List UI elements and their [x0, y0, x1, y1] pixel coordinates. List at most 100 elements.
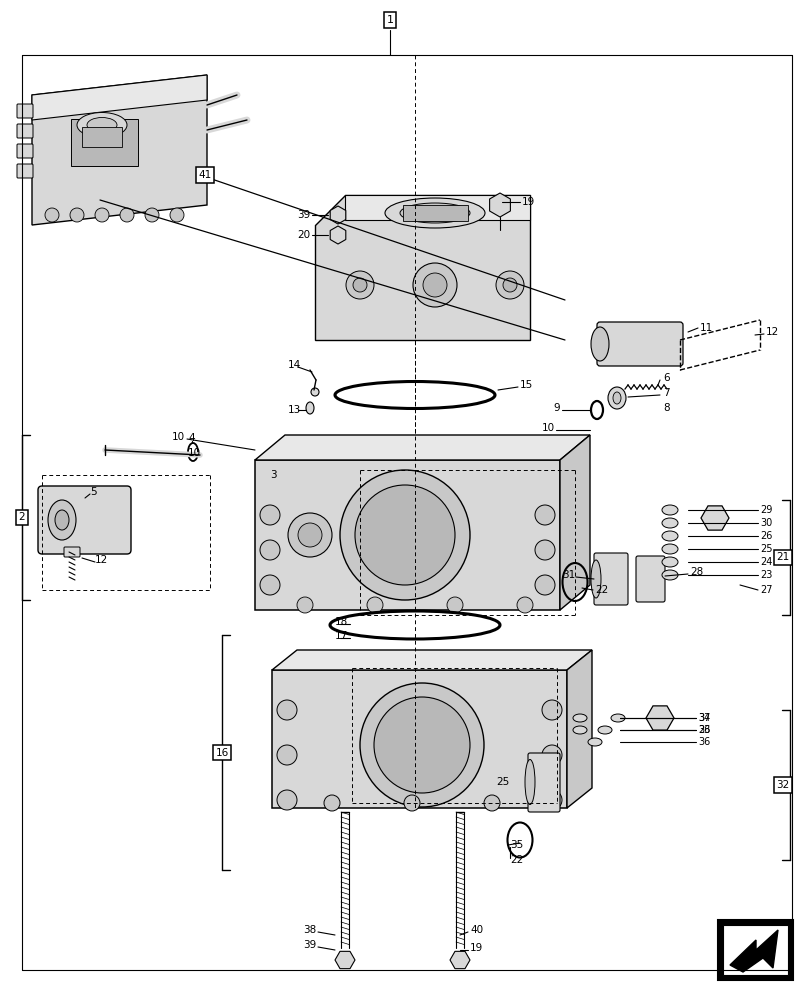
Text: 28: 28 — [689, 567, 702, 577]
Text: 7: 7 — [663, 388, 669, 398]
FancyBboxPatch shape — [17, 104, 33, 118]
Ellipse shape — [573, 714, 586, 722]
Ellipse shape — [384, 198, 484, 228]
Text: 16: 16 — [215, 748, 229, 758]
Text: 5: 5 — [90, 487, 97, 497]
Bar — [255, 460, 560, 610]
Polygon shape — [729, 930, 777, 972]
Text: 30: 30 — [759, 518, 771, 528]
Text: 26: 26 — [697, 725, 710, 735]
Ellipse shape — [661, 518, 677, 528]
Ellipse shape — [607, 387, 625, 409]
Text: 15: 15 — [519, 380, 533, 390]
Text: 27: 27 — [759, 585, 771, 595]
Text: 19: 19 — [521, 197, 534, 207]
Text: 3: 3 — [270, 470, 277, 480]
Circle shape — [483, 795, 500, 811]
Text: 8: 8 — [663, 403, 669, 413]
FancyBboxPatch shape — [64, 547, 80, 557]
Circle shape — [70, 208, 84, 222]
Circle shape — [145, 208, 159, 222]
Text: 6: 6 — [663, 373, 669, 383]
FancyBboxPatch shape — [594, 553, 627, 605]
Circle shape — [374, 697, 470, 793]
Ellipse shape — [612, 392, 620, 404]
Ellipse shape — [661, 570, 677, 580]
Text: 14: 14 — [288, 360, 301, 370]
Text: 9: 9 — [552, 403, 560, 413]
Text: 41: 41 — [198, 170, 212, 180]
Circle shape — [345, 271, 374, 299]
Circle shape — [260, 575, 280, 595]
Text: 25: 25 — [496, 777, 509, 787]
Text: 12: 12 — [95, 555, 108, 565]
Circle shape — [446, 597, 462, 613]
Text: 13: 13 — [288, 405, 301, 415]
Circle shape — [120, 208, 134, 222]
Polygon shape — [315, 195, 530, 340]
Polygon shape — [560, 435, 590, 610]
Polygon shape — [566, 650, 591, 808]
Bar — [722, 925, 787, 975]
Ellipse shape — [400, 203, 470, 223]
FancyBboxPatch shape — [71, 119, 138, 166]
Text: 2: 2 — [19, 512, 25, 522]
Text: 39: 39 — [303, 940, 315, 950]
Ellipse shape — [590, 327, 608, 361]
Text: 25: 25 — [759, 544, 771, 554]
Text: 26: 26 — [759, 531, 771, 541]
Ellipse shape — [597, 726, 611, 734]
FancyBboxPatch shape — [635, 556, 664, 602]
FancyBboxPatch shape — [17, 144, 33, 158]
Circle shape — [541, 700, 561, 720]
Text: 21: 21 — [775, 552, 788, 562]
Circle shape — [288, 513, 332, 557]
Text: 11: 11 — [699, 323, 712, 333]
Polygon shape — [272, 650, 591, 670]
Circle shape — [277, 745, 297, 765]
Circle shape — [502, 278, 517, 292]
Ellipse shape — [306, 402, 314, 414]
Circle shape — [413, 263, 457, 307]
Circle shape — [260, 505, 280, 525]
FancyBboxPatch shape — [38, 486, 131, 554]
Circle shape — [45, 208, 59, 222]
Text: 20: 20 — [297, 230, 310, 240]
Text: 17: 17 — [334, 631, 348, 641]
Text: 35: 35 — [509, 840, 522, 850]
Text: 10: 10 — [172, 432, 185, 442]
Circle shape — [534, 505, 554, 525]
Circle shape — [297, 597, 312, 613]
Polygon shape — [32, 75, 207, 225]
Text: 22: 22 — [509, 855, 522, 865]
Circle shape — [354, 485, 454, 585]
Circle shape — [534, 575, 554, 595]
Circle shape — [517, 597, 532, 613]
Text: 31: 31 — [561, 570, 574, 580]
Circle shape — [541, 790, 561, 810]
Ellipse shape — [573, 726, 586, 734]
Polygon shape — [345, 195, 530, 220]
Ellipse shape — [48, 500, 76, 540]
Circle shape — [367, 597, 383, 613]
Circle shape — [359, 683, 483, 807]
Bar — [717, 920, 792, 980]
Text: 1: 1 — [386, 15, 393, 25]
Circle shape — [534, 540, 554, 560]
FancyBboxPatch shape — [17, 124, 33, 138]
Circle shape — [277, 790, 297, 810]
Polygon shape — [255, 435, 590, 460]
Bar — [272, 670, 566, 808]
Text: 38: 38 — [303, 925, 315, 935]
FancyBboxPatch shape — [596, 322, 682, 366]
Text: 4: 4 — [188, 433, 195, 443]
Text: 32: 32 — [775, 780, 788, 790]
Circle shape — [353, 278, 367, 292]
Text: 22: 22 — [594, 585, 607, 595]
Text: 36: 36 — [697, 737, 710, 747]
Text: 33: 33 — [697, 725, 710, 735]
Ellipse shape — [661, 544, 677, 554]
Text: 19: 19 — [470, 943, 483, 953]
Circle shape — [277, 700, 297, 720]
Circle shape — [311, 388, 319, 396]
